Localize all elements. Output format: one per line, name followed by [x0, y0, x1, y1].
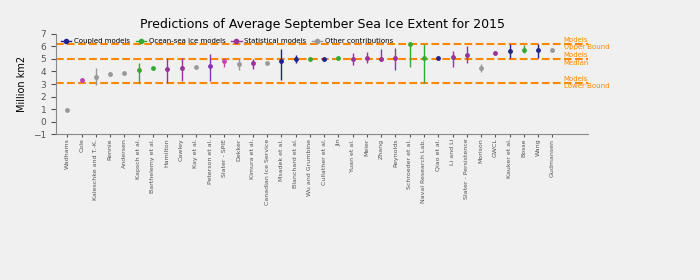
Text: Models
Median: Models Median — [564, 52, 589, 66]
Text: Models
Lower Bound: Models Lower Bound — [564, 76, 609, 90]
Legend: Coupled models, Ocean-sea ice models, Statistical models, Other contributions: Coupled models, Ocean-sea ice models, St… — [60, 37, 395, 46]
Y-axis label: Million km2: Million km2 — [18, 56, 27, 112]
Title: Predictions of Average September Sea Ice Extent for 2015: Predictions of Average September Sea Ice… — [139, 18, 505, 31]
Text: Models
Upper Bound: Models Upper Bound — [564, 37, 610, 50]
